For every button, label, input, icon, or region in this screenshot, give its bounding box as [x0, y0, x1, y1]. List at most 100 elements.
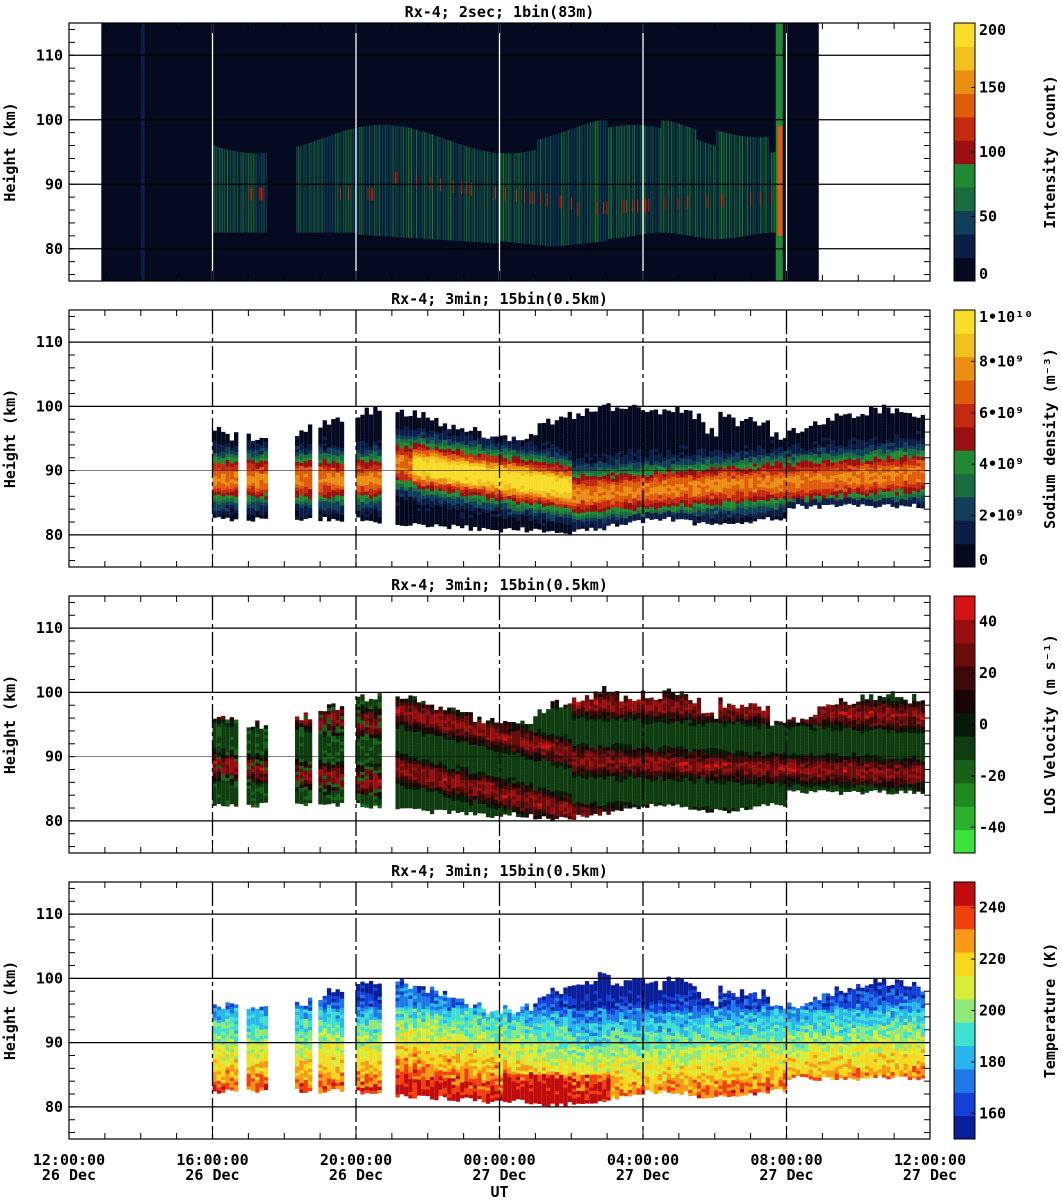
data-cell [851, 446, 857, 451]
data-cell [550, 488, 555, 493]
data-cell [472, 443, 478, 447]
data-cell [255, 443, 260, 447]
data-cell [679, 435, 684, 439]
data-cell [503, 525, 508, 529]
data-cell [645, 456, 650, 461]
data-cell [830, 488, 835, 492]
data-cell [808, 454, 814, 459]
data-cell [658, 501, 663, 505]
data-cell [800, 499, 805, 503]
data-cell [748, 433, 753, 437]
data-cell [675, 457, 680, 462]
data-cell [307, 507, 313, 512]
data-cell [830, 497, 835, 502]
data-cell [653, 422, 659, 426]
data-cell [541, 525, 547, 530]
data-cell [860, 417, 865, 421]
data-cell [339, 498, 345, 503]
intensity-strip [306, 143, 308, 233]
intensity-strip [423, 132, 425, 239]
data-cell [303, 470, 308, 475]
data-cell [255, 507, 260, 511]
data-cell [627, 499, 633, 504]
data-cell [507, 463, 512, 468]
data-cell [554, 490, 560, 495]
intensity-strip [474, 148, 476, 242]
data-cell [597, 486, 603, 490]
data-cell [623, 418, 628, 423]
data-cell [364, 513, 369, 518]
data-cell [765, 458, 770, 463]
data-cell [507, 521, 512, 525]
data-cell [718, 434, 723, 438]
data-cell [438, 455, 443, 459]
data-cell [373, 518, 378, 523]
data-cell [666, 478, 671, 482]
intensity-strip [349, 129, 351, 233]
data-cell [589, 430, 594, 435]
data-cell [722, 493, 727, 498]
data-cell [546, 444, 551, 448]
data-cell [847, 435, 852, 440]
data-cell [645, 489, 650, 493]
data-cell [791, 501, 796, 506]
data-cell [752, 453, 758, 458]
data-cell [259, 453, 264, 458]
data-cell [360, 427, 365, 432]
data-cell [666, 471, 671, 476]
data-cell [416, 494, 422, 499]
data-cell [744, 428, 749, 433]
intensity-strip [488, 151, 490, 243]
data-cell [813, 485, 818, 490]
data-cell [774, 490, 779, 494]
data-cell [580, 457, 585, 462]
data-cell [234, 486, 239, 491]
data-cell [869, 422, 874, 426]
data-cell [610, 520, 616, 524]
data-cell [597, 463, 603, 468]
data-cell [748, 439, 753, 444]
data-cell [412, 448, 417, 453]
data-cell [748, 484, 753, 489]
data-cell [520, 498, 525, 502]
intensity-strip [758, 137, 760, 234]
data-cell [597, 409, 603, 413]
data-cell [877, 445, 882, 450]
data-cell [864, 421, 870, 426]
data-cell [255, 494, 260, 499]
data-cell [606, 461, 611, 465]
intensity-strip [254, 153, 256, 233]
data-cell [335, 462, 340, 467]
data-cell [434, 453, 439, 457]
data-cell [263, 492, 269, 497]
data-cell [597, 518, 603, 523]
data-cell [234, 490, 239, 494]
data-cell [259, 437, 264, 442]
data-cell [744, 483, 749, 487]
data-cell [795, 442, 801, 447]
data-cell [748, 436, 753, 440]
intensity-strip [603, 118, 605, 242]
data-cell [429, 481, 435, 486]
intensity-strip [299, 145, 301, 233]
data-cell [632, 494, 637, 499]
data-cell [533, 505, 538, 510]
data-cell [303, 435, 308, 439]
data-cell [843, 452, 848, 457]
data-cell [769, 497, 775, 502]
data-cell [438, 493, 443, 498]
data-cell [864, 434, 870, 439]
data-cell [589, 453, 594, 458]
data-cell [696, 477, 702, 482]
data-cell [318, 514, 323, 518]
data-cell [303, 515, 308, 519]
data-cell [748, 426, 753, 431]
data-cell [368, 459, 374, 464]
data-cell [563, 439, 568, 444]
data-cell [602, 497, 607, 502]
data-cell [377, 465, 382, 469]
data-cell [421, 514, 426, 519]
data-cell [472, 523, 478, 528]
data-cell [623, 511, 628, 516]
data-cell [373, 460, 378, 465]
